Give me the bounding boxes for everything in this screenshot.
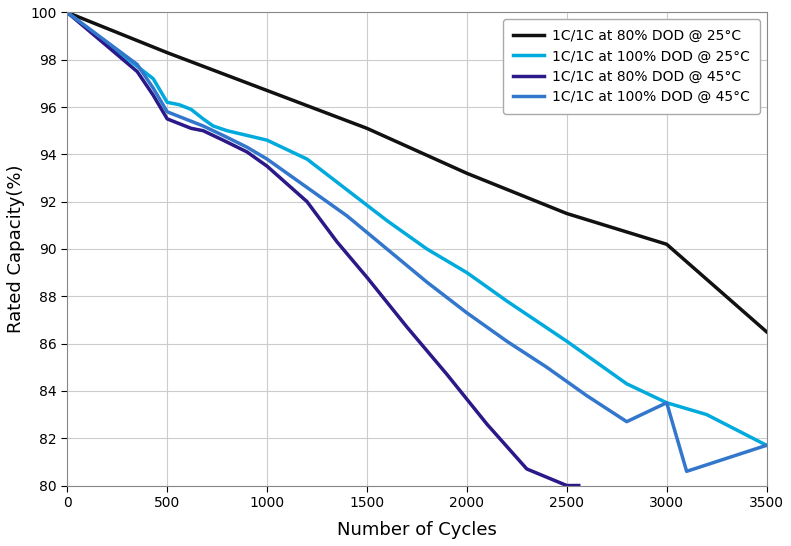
1C/1C at 100% DOD @ 45°C (462, 310, 471, 316)
1C/1C at 100% DOD @ 25°C (702, 411, 711, 418)
1C/1C at 100% DOD @ 45°C (662, 400, 672, 406)
1C/1C at 80% DOD @ 25°C (62, 9, 72, 16)
1C/1C at 100% DOD @ 25°C (762, 442, 771, 449)
1C/1C at 80% DOD @ 25°C (662, 241, 672, 247)
1C/1C at 100% DOD @ 25°C (222, 127, 232, 134)
1C/1C at 100% DOD @ 25°C (187, 106, 196, 112)
1C/1C at 80% DOD @ 45°C (149, 92, 158, 98)
1C/1C at 100% DOD @ 45°C (382, 246, 392, 252)
1C/1C at 80% DOD @ 45°C (302, 198, 312, 205)
1C/1C at 100% DOD @ 45°C (175, 113, 184, 120)
1C/1C at 100% DOD @ 45°C (502, 338, 512, 345)
1C/1C at 100% DOD @ 25°C (462, 269, 471, 276)
1C/1C at 100% DOD @ 45°C (343, 212, 352, 219)
1C/1C at 80% DOD @ 45°C (482, 421, 491, 428)
1C/1C at 80% DOD @ 45°C (562, 482, 572, 489)
1C/1C at 100% DOD @ 25°C (199, 116, 208, 122)
1C/1C at 100% DOD @ 45°C (208, 127, 218, 134)
1C/1C at 80% DOD @ 45°C (263, 163, 272, 169)
1C/1C at 100% DOD @ 45°C (218, 132, 228, 139)
1C/1C at 100% DOD @ 45°C (622, 418, 631, 425)
1C/1C at 80% DOD @ 45°C (242, 149, 252, 155)
1C/1C at 100% DOD @ 25°C (302, 156, 312, 162)
1C/1C at 100% DOD @ 45°C (422, 279, 432, 286)
1C/1C at 100% DOD @ 25°C (175, 102, 184, 108)
1C/1C at 100% DOD @ 25°C (343, 187, 352, 193)
Line: 1C/1C at 80% DOD @ 45°C: 1C/1C at 80% DOD @ 45°C (67, 13, 579, 485)
1C/1C at 80% DOD @ 45°C (442, 371, 452, 378)
1C/1C at 100% DOD @ 25°C (263, 137, 272, 144)
1C/1C at 80% DOD @ 25°C (462, 170, 471, 176)
1C/1C at 80% DOD @ 45°C (162, 116, 172, 122)
1C/1C at 100% DOD @ 45°C (302, 184, 312, 191)
1C/1C at 80% DOD @ 45°C (187, 125, 196, 132)
1C/1C at 80% DOD @ 45°C (343, 251, 352, 257)
1C/1C at 100% DOD @ 25°C (382, 217, 392, 224)
1C/1C at 80% DOD @ 45°C (218, 137, 228, 144)
1C/1C at 100% DOD @ 25°C (502, 298, 512, 304)
1C/1C at 100% DOD @ 25°C (162, 99, 172, 105)
1C/1C at 100% DOD @ 25°C (622, 381, 631, 387)
X-axis label: Number of Cycles: Number of Cycles (337, 521, 497, 539)
1C/1C at 80% DOD @ 45°C (362, 274, 372, 281)
1C/1C at 80% DOD @ 45°C (175, 120, 184, 127)
1C/1C at 80% DOD @ 45°C (62, 9, 72, 16)
1C/1C at 100% DOD @ 45°C (162, 109, 172, 115)
Line: 1C/1C at 100% DOD @ 45°C: 1C/1C at 100% DOD @ 45°C (67, 13, 766, 471)
1C/1C at 80% DOD @ 45°C (199, 127, 208, 134)
1C/1C at 100% DOD @ 45°C (542, 364, 551, 371)
1C/1C at 100% DOD @ 25°C (662, 400, 672, 406)
1C/1C at 100% DOD @ 45°C (242, 144, 252, 151)
1C/1C at 80% DOD @ 45°C (132, 68, 142, 75)
1C/1C at 80% DOD @ 45°C (402, 324, 411, 330)
1C/1C at 80% DOD @ 25°C (162, 49, 172, 56)
1C/1C at 100% DOD @ 45°C (62, 9, 72, 16)
1C/1C at 100% DOD @ 45°C (149, 85, 158, 91)
1C/1C at 80% DOD @ 45°C (574, 482, 584, 489)
1C/1C at 80% DOD @ 45°C (208, 132, 218, 139)
1C/1C at 100% DOD @ 25°C (62, 9, 72, 16)
1C/1C at 80% DOD @ 45°C (352, 262, 361, 269)
1C/1C at 100% DOD @ 25°C (562, 338, 572, 345)
1C/1C at 100% DOD @ 25°C (422, 246, 432, 252)
Legend: 1C/1C at 80% DOD @ 25°C, 1C/1C at 100% DOD @ 25°C, 1C/1C at 80% DOD @ 45°C, 1C/1: 1C/1C at 80% DOD @ 25°C, 1C/1C at 100% D… (503, 20, 759, 114)
Y-axis label: Rated Capacity(%): Rated Capacity(%) (7, 165, 25, 333)
1C/1C at 80% DOD @ 25°C (263, 87, 272, 94)
1C/1C at 80% DOD @ 25°C (562, 210, 572, 217)
1C/1C at 100% DOD @ 45°C (187, 118, 196, 124)
1C/1C at 100% DOD @ 25°C (208, 123, 218, 129)
1C/1C at 80% DOD @ 45°C (522, 466, 532, 472)
1C/1C at 100% DOD @ 25°C (149, 75, 158, 82)
1C/1C at 80% DOD @ 45°C (332, 239, 342, 245)
1C/1C at 100% DOD @ 45°C (582, 393, 592, 399)
1C/1C at 100% DOD @ 45°C (263, 156, 272, 162)
Line: 1C/1C at 80% DOD @ 25°C: 1C/1C at 80% DOD @ 25°C (67, 13, 766, 332)
1C/1C at 100% DOD @ 45°C (132, 61, 142, 68)
1C/1C at 80% DOD @ 25°C (362, 125, 372, 132)
1C/1C at 100% DOD @ 45°C (762, 442, 771, 449)
Line: 1C/1C at 100% DOD @ 25°C: 1C/1C at 100% DOD @ 25°C (67, 13, 766, 446)
1C/1C at 100% DOD @ 45°C (682, 468, 691, 474)
1C/1C at 100% DOD @ 45°C (199, 123, 208, 129)
1C/1C at 80% DOD @ 25°C (762, 329, 771, 335)
